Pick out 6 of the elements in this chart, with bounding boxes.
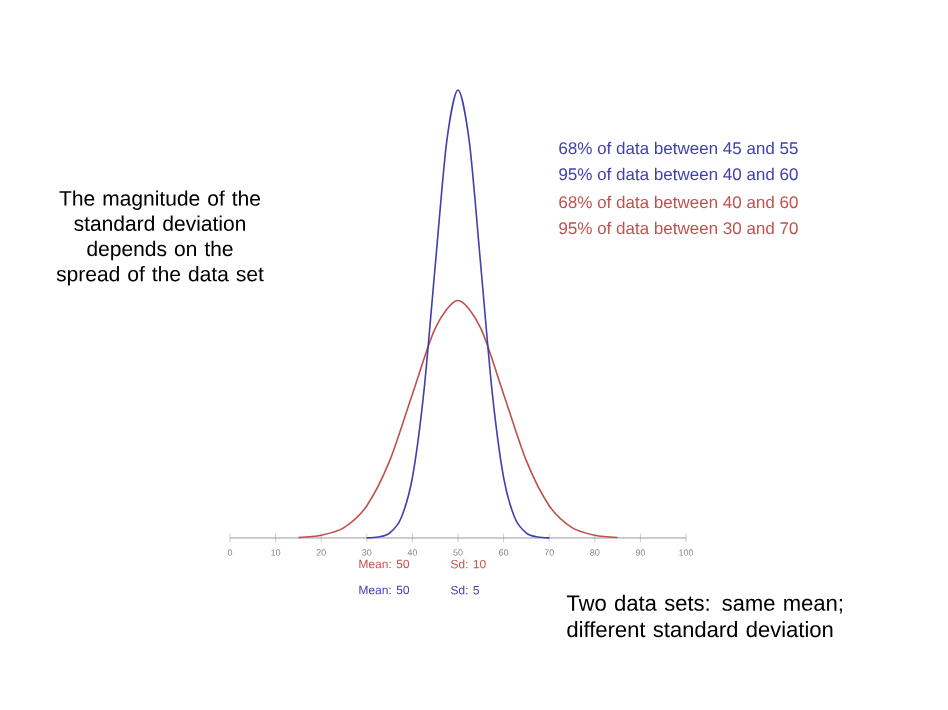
annotation: 95% of data between 40 and 60: [559, 167, 798, 181]
annotation: 68% of data between 45 and 55: [559, 141, 798, 155]
annotation: 68% of data between 40 and 60: [559, 195, 798, 209]
annotation: The magnitude of the standard deviation depends on the spread of the data set: [56, 190, 264, 286]
annotation: 95% of data between 30 and 70: [559, 221, 798, 235]
text: Two data sets: same mean; different standard deviation: [566, 594, 842, 638]
